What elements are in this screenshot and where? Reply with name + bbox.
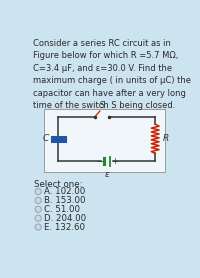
Text: S: S <box>100 101 104 110</box>
Text: D. 204.00: D. 204.00 <box>44 214 86 223</box>
Text: ε: ε <box>104 170 109 179</box>
Circle shape <box>35 224 41 230</box>
Text: Consider a series RC circuit as in
Figure below for which R =5.7 MΩ,
C=3.4 μF, a: Consider a series RC circuit as in Figur… <box>33 39 191 110</box>
Text: Select one:: Select one: <box>34 180 83 189</box>
Text: E. 132.60: E. 132.60 <box>44 222 85 232</box>
Circle shape <box>35 188 41 195</box>
Circle shape <box>35 215 41 221</box>
Circle shape <box>35 206 41 212</box>
Text: R: R <box>163 134 169 143</box>
FancyBboxPatch shape <box>44 109 164 172</box>
Text: B. 153.00: B. 153.00 <box>44 196 86 205</box>
Text: A. 102.00: A. 102.00 <box>44 187 86 196</box>
Text: C. 51.00: C. 51.00 <box>44 205 80 214</box>
Text: +: + <box>111 157 118 167</box>
Text: −: − <box>96 157 103 167</box>
Circle shape <box>35 197 41 203</box>
Text: C: C <box>43 134 49 143</box>
